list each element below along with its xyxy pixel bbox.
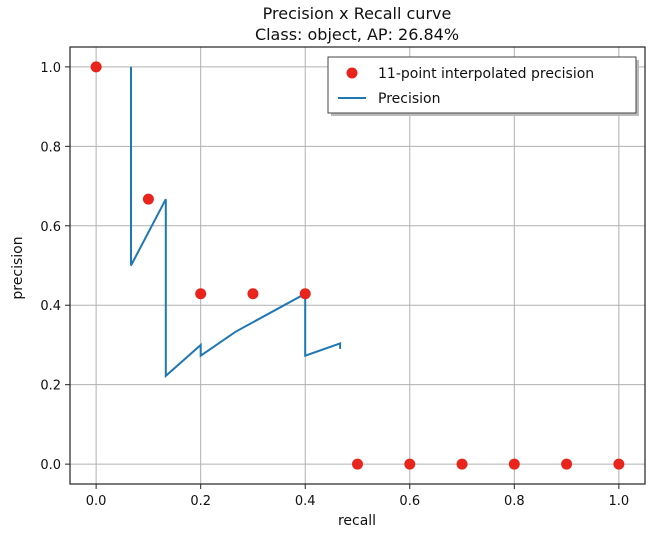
y-tick-label: 0.8 [40,140,61,155]
y-tick-label: 0.0 [40,458,61,473]
chart-subtitle: Class: object, AP: 26.84% [255,25,459,44]
interpolated-precision-point [90,61,102,73]
chart-title: Precision x Recall curve [263,4,452,23]
y-tick-label: 1.0 [40,61,61,76]
precision-line [130,66,342,379]
interpolated-precision-point [561,458,573,470]
x-tick-label: 0.8 [504,494,525,509]
y-tick-label: 0.6 [40,220,61,235]
axis-ticks: 0.0 0.2 0.4 0.6 0.8 1.0 0.0 0.2 0.4 0.6 0.8 1.0 [40,46,646,509]
interpolated-precision-point [613,458,625,470]
x-tick-label: 0.0 [86,494,107,509]
interpolated-precision-point [247,288,259,300]
plot-area [90,61,625,470]
interpolated-precision-point [352,458,363,470]
x-tick-label: 1.0 [609,494,630,509]
interpolated-precision-point [404,458,416,470]
legend-label: Precision [378,91,440,107]
interpolated-precision-point [508,458,520,470]
x-tick-label: 0.2 [190,494,211,509]
legend: 11-point interpolated precision Precision [327,56,639,116]
legend-marker-scatter [346,67,358,79]
interpolated-precision-point [456,458,468,470]
x-tick-label: 0.6 [399,494,420,509]
interpolated-precision-point [299,288,311,300]
interpolated-precision-point [142,193,154,205]
legend-label: 11-point interpolated precision [378,66,594,82]
interpolated-precision-point [195,288,207,300]
x-tick-label: 0.4 [295,494,316,509]
x-axis-label: recall [338,513,376,529]
legend-box [327,56,637,114]
y-tick-label: 0.4 [40,299,61,314]
y-axis-label: precision [10,236,26,299]
y-tick-label: 0.2 [40,379,61,394]
axes-frame [69,46,646,485]
